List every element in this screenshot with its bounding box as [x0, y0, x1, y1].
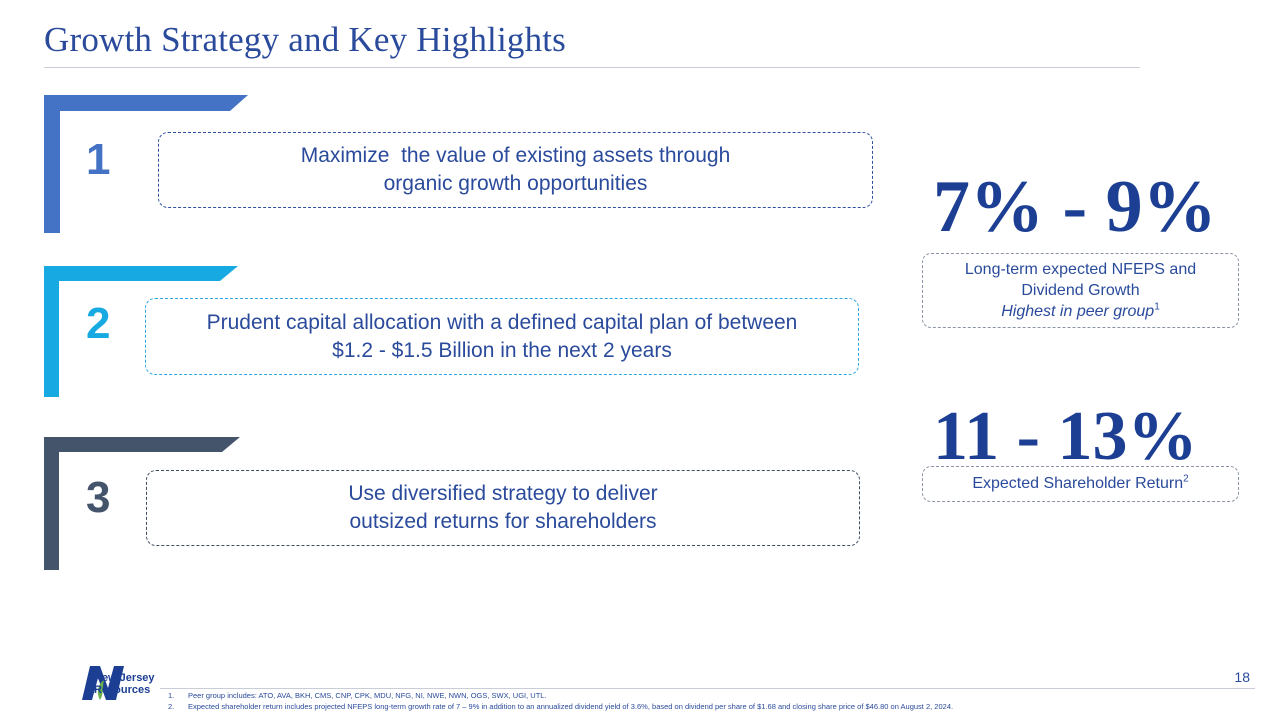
footnote-1-num: 1.	[168, 691, 175, 700]
highlight-2-footnote: 2	[1183, 473, 1189, 485]
logo-text: New Jersey Resources	[94, 672, 155, 696]
item-2-line1: Prudent capital allocation with a define…	[206, 310, 798, 334]
footer-divider	[160, 688, 1255, 689]
highlight-1-box: Long-term expected NFEPS and Dividend Gr…	[922, 253, 1239, 328]
item-3-line2: outsized returns for shareholders	[349, 510, 657, 533]
highlight-1-value: 7% - 9%	[933, 166, 1217, 248]
highlight-2-value: 11 - 13%	[933, 398, 1198, 475]
item-2-box: Prudent capital allocation with a define…	[145, 298, 859, 375]
item-1-line1: Maximize the value of existing assets th…	[300, 144, 731, 167]
footnote-2: 2. Expected shareholder return includes p…	[168, 701, 953, 712]
highlight-1-line3: Highest in peer group	[1001, 303, 1155, 320]
footnote-2-text: Expected shareholder return includes pro…	[188, 702, 954, 711]
title-divider	[44, 67, 1140, 68]
highlight-2-box: Expected Shareholder Return2	[922, 466, 1239, 502]
page-title: Growth Strategy and Key Highlights	[44, 20, 567, 59]
item-3-line1: Use diversified strategy to deliver	[348, 482, 658, 505]
item-3-box: Use diversified strategy to deliver outs…	[146, 470, 860, 546]
bracket-2-icon	[44, 266, 238, 397]
item-3-number: 3	[86, 473, 111, 522]
highlight-1-line3-wrap: Highest in peer group1	[923, 301, 1238, 322]
item-2-number: 2	[86, 299, 111, 348]
footnote-1-text: Peer group includes: ATO, AVA, BKH, CMS,…	[188, 691, 547, 700]
highlight-1-footnote: 1	[1154, 301, 1160, 313]
nj-resources-logo-icon	[82, 666, 124, 700]
highlight-1-line2: Dividend Growth	[1021, 282, 1140, 299]
footnote-1: 1. Peer group includes: ATO, AVA, BKH, CM…	[168, 690, 953, 701]
bracket-1-icon	[44, 95, 248, 233]
item-2-line2: $1.2 - $1.5 Billion in the next 2 years	[332, 338, 672, 362]
page-number: 18	[1234, 669, 1250, 685]
highlight-2-line1: Expected Shareholder Return	[972, 475, 1184, 492]
bracket-3-icon	[44, 437, 240, 570]
logo-line1: New Jersey	[94, 672, 155, 684]
highlight-1-line1: Long-term expected NFEPS and	[964, 261, 1197, 278]
footnotes: 1. Peer group includes: ATO, AVA, BKH, CM…	[168, 690, 953, 712]
footnote-2-num: 2.	[168, 702, 175, 711]
item-1-box: Maximize the value of existing assets th…	[158, 132, 873, 208]
item-1-number: 1	[86, 135, 111, 184]
item-1-line2: organic growth opportunities	[383, 172, 648, 195]
logo-line2: Resources	[94, 684, 151, 696]
